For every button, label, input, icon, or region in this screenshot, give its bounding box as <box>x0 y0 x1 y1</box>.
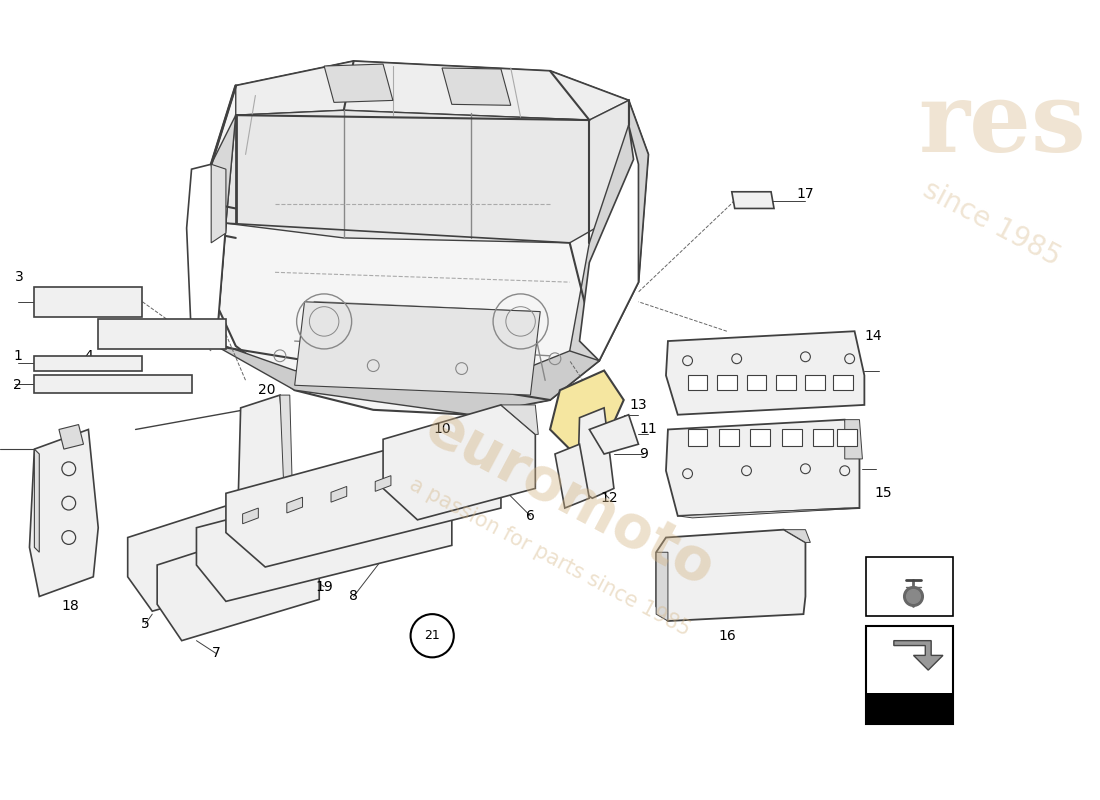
Text: 17: 17 <box>796 186 814 201</box>
Polygon shape <box>747 375 767 390</box>
Polygon shape <box>688 375 707 390</box>
Text: 9: 9 <box>639 447 648 461</box>
Polygon shape <box>550 370 624 449</box>
Polygon shape <box>550 101 648 400</box>
Polygon shape <box>287 498 303 513</box>
Polygon shape <box>279 395 293 513</box>
Polygon shape <box>666 331 865 414</box>
Text: 4: 4 <box>84 349 92 362</box>
Text: 5: 5 <box>141 617 150 631</box>
Polygon shape <box>845 420 862 459</box>
Polygon shape <box>226 101 638 243</box>
Text: 21: 21 <box>882 562 898 575</box>
Text: 21: 21 <box>425 630 440 642</box>
Polygon shape <box>894 641 943 670</box>
Circle shape <box>906 590 921 603</box>
Polygon shape <box>813 430 833 446</box>
Polygon shape <box>128 494 289 611</box>
Polygon shape <box>191 115 235 346</box>
Polygon shape <box>867 626 953 724</box>
Polygon shape <box>656 552 668 621</box>
Polygon shape <box>59 425 84 449</box>
Polygon shape <box>243 508 258 524</box>
Text: 15: 15 <box>874 486 892 500</box>
Polygon shape <box>383 405 536 520</box>
Text: 10: 10 <box>433 422 451 437</box>
Polygon shape <box>34 375 191 393</box>
Polygon shape <box>207 61 648 414</box>
Text: 1: 1 <box>13 349 22 362</box>
Polygon shape <box>717 375 737 390</box>
Text: since 1985: since 1985 <box>918 175 1066 271</box>
Polygon shape <box>197 469 452 602</box>
Polygon shape <box>157 521 319 641</box>
Circle shape <box>904 586 923 606</box>
Text: 11: 11 <box>639 422 657 437</box>
Polygon shape <box>867 693 953 724</box>
Polygon shape <box>556 444 590 508</box>
Polygon shape <box>805 375 825 390</box>
Polygon shape <box>656 530 805 621</box>
Text: 19: 19 <box>316 580 333 594</box>
Text: 2: 2 <box>13 378 22 392</box>
Text: 825 02: 825 02 <box>876 699 944 718</box>
Text: 18: 18 <box>62 599 79 614</box>
Text: 20: 20 <box>258 383 276 397</box>
Polygon shape <box>211 341 600 414</box>
Text: euromoto: euromoto <box>416 398 724 598</box>
Polygon shape <box>782 430 802 446</box>
Polygon shape <box>442 68 510 106</box>
Polygon shape <box>235 61 628 120</box>
Polygon shape <box>187 164 225 346</box>
Polygon shape <box>211 164 226 243</box>
Polygon shape <box>833 375 853 390</box>
Text: 16: 16 <box>718 629 736 642</box>
Polygon shape <box>289 546 342 581</box>
Text: 6: 6 <box>526 509 535 523</box>
Polygon shape <box>98 319 226 349</box>
Text: 14: 14 <box>865 329 882 343</box>
Polygon shape <box>580 125 638 361</box>
Polygon shape <box>732 192 774 209</box>
Polygon shape <box>867 557 953 616</box>
Text: 7: 7 <box>211 646 220 661</box>
Polygon shape <box>678 508 859 518</box>
Polygon shape <box>265 494 293 538</box>
Polygon shape <box>331 486 346 502</box>
Text: 13: 13 <box>629 398 647 412</box>
Polygon shape <box>688 430 707 446</box>
Polygon shape <box>750 430 770 446</box>
Polygon shape <box>34 287 142 317</box>
Text: 8: 8 <box>349 590 358 603</box>
Polygon shape <box>784 530 811 542</box>
Text: a passion for parts since 1985: a passion for parts since 1985 <box>406 474 694 640</box>
Polygon shape <box>578 408 614 498</box>
Text: res: res <box>918 78 1086 172</box>
Polygon shape <box>719 430 739 446</box>
Polygon shape <box>324 64 393 102</box>
Polygon shape <box>375 476 390 491</box>
Polygon shape <box>34 356 142 370</box>
Polygon shape <box>776 375 795 390</box>
Polygon shape <box>238 395 289 528</box>
Polygon shape <box>666 420 859 516</box>
Polygon shape <box>500 405 538 434</box>
Polygon shape <box>837 430 857 446</box>
Polygon shape <box>34 449 40 552</box>
Polygon shape <box>590 414 638 454</box>
Text: 12: 12 <box>601 491 618 506</box>
Polygon shape <box>30 430 98 597</box>
Text: 3: 3 <box>15 270 24 284</box>
Polygon shape <box>226 430 500 567</box>
Polygon shape <box>295 302 540 395</box>
